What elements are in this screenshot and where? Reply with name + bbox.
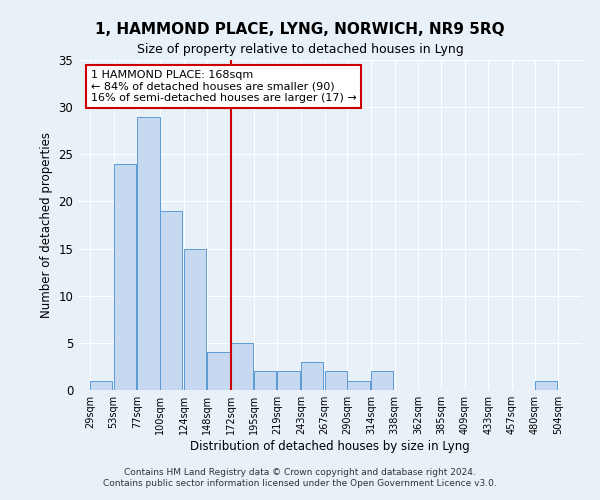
Bar xyxy=(137,116,160,390)
Bar xyxy=(301,362,323,390)
Text: 1 HAMMOND PLACE: 168sqm
← 84% of detached houses are smaller (90)
16% of semi-de: 1 HAMMOND PLACE: 168sqm ← 84% of detache… xyxy=(91,70,356,103)
Y-axis label: Number of detached properties: Number of detached properties xyxy=(40,132,53,318)
Bar xyxy=(208,352,230,390)
Bar xyxy=(371,371,394,390)
Bar xyxy=(90,380,112,390)
Bar xyxy=(254,371,276,390)
Bar xyxy=(160,211,182,390)
Text: 1, HAMMOND PLACE, LYNG, NORWICH, NR9 5RQ: 1, HAMMOND PLACE, LYNG, NORWICH, NR9 5RQ xyxy=(95,22,505,38)
Bar xyxy=(347,380,370,390)
Text: Contains HM Land Registry data © Crown copyright and database right 2024.
Contai: Contains HM Land Registry data © Crown c… xyxy=(103,468,497,487)
Bar xyxy=(113,164,136,390)
Bar xyxy=(535,380,557,390)
Text: Size of property relative to detached houses in Lyng: Size of property relative to detached ho… xyxy=(137,42,463,56)
X-axis label: Distribution of detached houses by size in Lyng: Distribution of detached houses by size … xyxy=(190,440,470,453)
Bar xyxy=(231,343,253,390)
Bar xyxy=(325,371,347,390)
Bar xyxy=(277,371,300,390)
Bar xyxy=(184,248,206,390)
